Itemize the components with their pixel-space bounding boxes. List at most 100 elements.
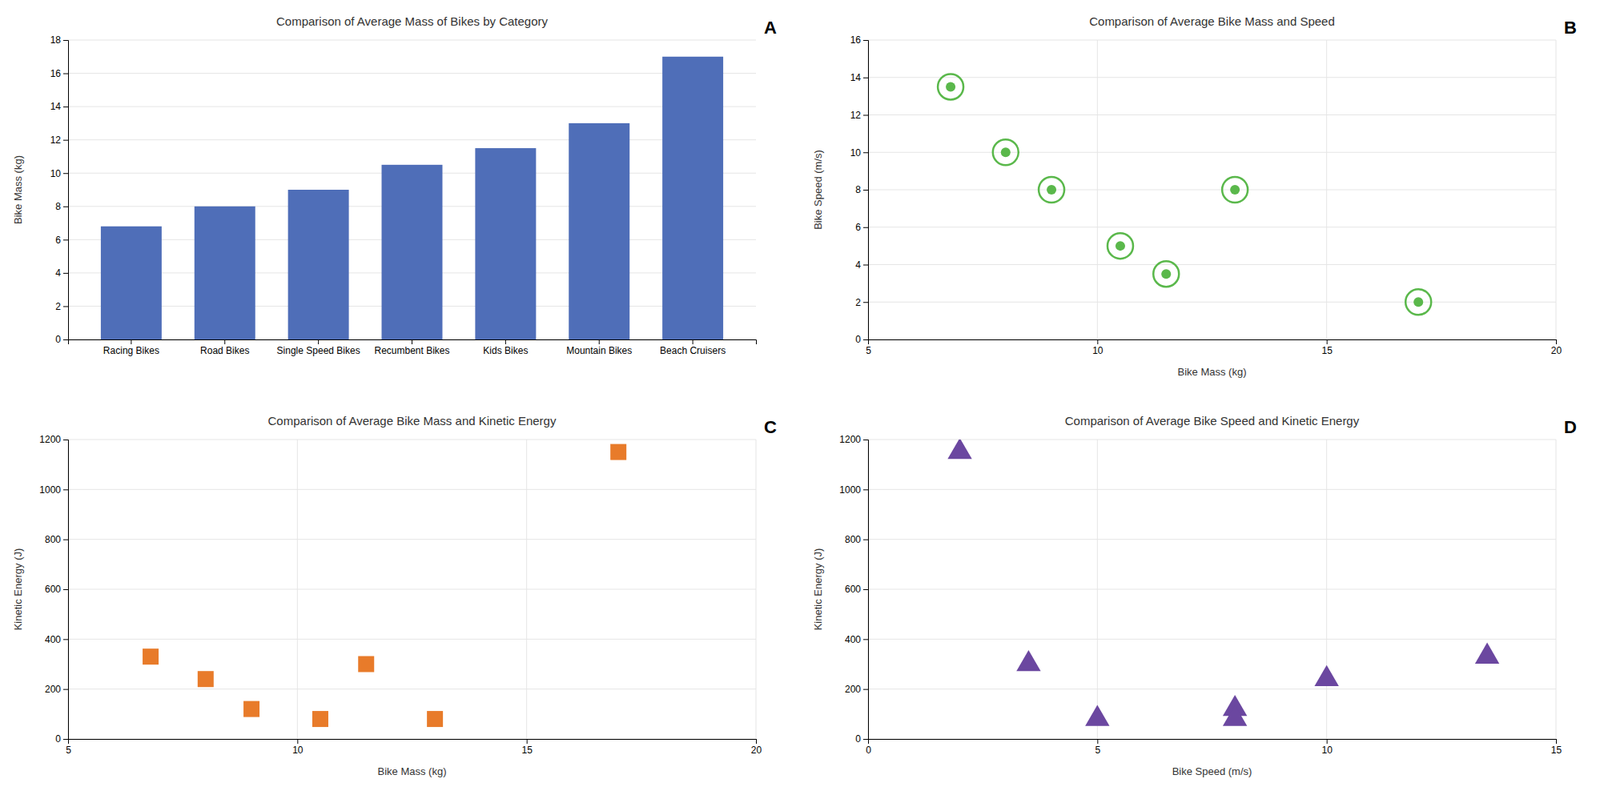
panel: 02468101214165101520Comparison of Averag…: [812, 14, 1577, 378]
tick-mark: [63, 489, 69, 491]
bar: [381, 164, 443, 340]
grid-line: [1555, 439, 1557, 740]
tick-label: 20: [751, 744, 763, 756]
y-axis: 0246810121416: [850, 34, 869, 346]
point: [197, 671, 214, 688]
tick-label: 4: [55, 267, 61, 279]
tick-mark: [63, 206, 69, 208]
axis-line: [868, 340, 1557, 346]
point-ring: [1153, 261, 1179, 287]
point: [1016, 650, 1041, 672]
grid-line: [68, 72, 756, 74]
tick: 5: [65, 739, 72, 756]
axis-line: [68, 739, 757, 745]
grid-line: [755, 439, 757, 740]
tick-label: Recumbent Bikes: [373, 345, 450, 357]
grid-line: [868, 114, 1556, 116]
tick: 18: [50, 34, 69, 46]
tick-mark: [863, 439, 869, 441]
tick: 8: [55, 201, 69, 213]
tick-label: 800: [844, 534, 861, 546]
tick-label: 2: [55, 301, 61, 313]
grid: [868, 40, 1556, 340]
y-axis: 020040060080010001200: [839, 434, 869, 745]
tick-label: 0: [865, 744, 872, 756]
tick: 600: [844, 583, 869, 595]
tick-label: 6: [55, 234, 61, 246]
tick-mark: [863, 639, 869, 640]
tick-label: 6: [855, 221, 861, 234]
marks: [142, 444, 627, 728]
grid-line: [1326, 439, 1327, 740]
point-ring: [1222, 176, 1248, 203]
y-axis-label: Bike Speed (m/s): [812, 149, 825, 230]
tick-label: 0: [55, 333, 61, 346]
tick-mark: [63, 639, 69, 640]
tick: 16: [50, 68, 69, 80]
tick: 15: [521, 739, 533, 756]
tick-label: 20: [1551, 345, 1563, 357]
grid: [68, 439, 756, 740]
tick-label: Racing Bikes: [103, 345, 160, 357]
tick-mark: [1097, 339, 1098, 345]
tick-mark: [755, 739, 757, 744]
tick: 4: [55, 267, 69, 279]
y-axis: 024681012141618: [50, 34, 69, 346]
background: [0, 0, 1600, 799]
tick-label: 1000: [839, 484, 861, 496]
grid-line: [868, 489, 1556, 491]
point: [243, 701, 260, 718]
tick-label: 4: [855, 259, 861, 271]
grid-line: [68, 639, 756, 640]
grid-line: [868, 589, 1556, 591]
tick-label: 12: [850, 109, 862, 121]
marks: [937, 73, 1432, 315]
tick-mark: [63, 106, 69, 108]
tick: 0: [55, 733, 69, 745]
tick: 20: [1551, 339, 1563, 357]
grid-line: [1555, 40, 1557, 340]
tick-mark: [868, 739, 869, 744]
grid-line: [526, 439, 527, 740]
point: [610, 444, 627, 461]
grid-line: [68, 489, 756, 491]
grid-line: [868, 40, 1556, 41]
y-axis-label: Bike Mass (kg): [12, 155, 25, 225]
point: [426, 711, 443, 728]
tick-mark: [297, 739, 298, 744]
grid-line: [868, 152, 1556, 153]
point: [142, 648, 159, 665]
tick-mark: [863, 115, 869, 117]
tick: 12: [50, 134, 69, 146]
tick: 5: [1094, 739, 1101, 756]
point: [1222, 176, 1248, 203]
marks: [100, 56, 724, 340]
grid-line: [868, 264, 1556, 266]
tick: 1200: [839, 434, 869, 446]
axis-line: [863, 440, 869, 740]
panel-label: D: [1563, 417, 1577, 438]
point-ring: [937, 73, 964, 100]
tick-label: 0: [855, 733, 861, 745]
tick-mark: [68, 739, 69, 744]
tick-label: 1200: [39, 434, 61, 446]
point: [1475, 643, 1500, 664]
tick-label: 0: [55, 733, 61, 745]
tick-mark: [1097, 739, 1098, 744]
tick: 15: [1321, 339, 1333, 357]
tick-mark: [863, 489, 869, 491]
point-ring: [1038, 176, 1065, 203]
tick-mark: [63, 239, 69, 241]
tick-label: 0: [855, 333, 861, 346]
x-axis: 5101520: [65, 739, 762, 756]
point-ring: [992, 139, 1019, 165]
tick-mark: [598, 339, 600, 345]
grid-line: [868, 639, 1556, 640]
x-axis: 5101520: [865, 339, 1562, 357]
panel-label: B: [1563, 17, 1577, 38]
tick-label: 200: [844, 683, 861, 696]
grid-line: [1326, 40, 1327, 340]
bar: [568, 123, 630, 340]
tick-label: 2: [855, 297, 861, 309]
tick-label: 10: [1092, 345, 1104, 357]
